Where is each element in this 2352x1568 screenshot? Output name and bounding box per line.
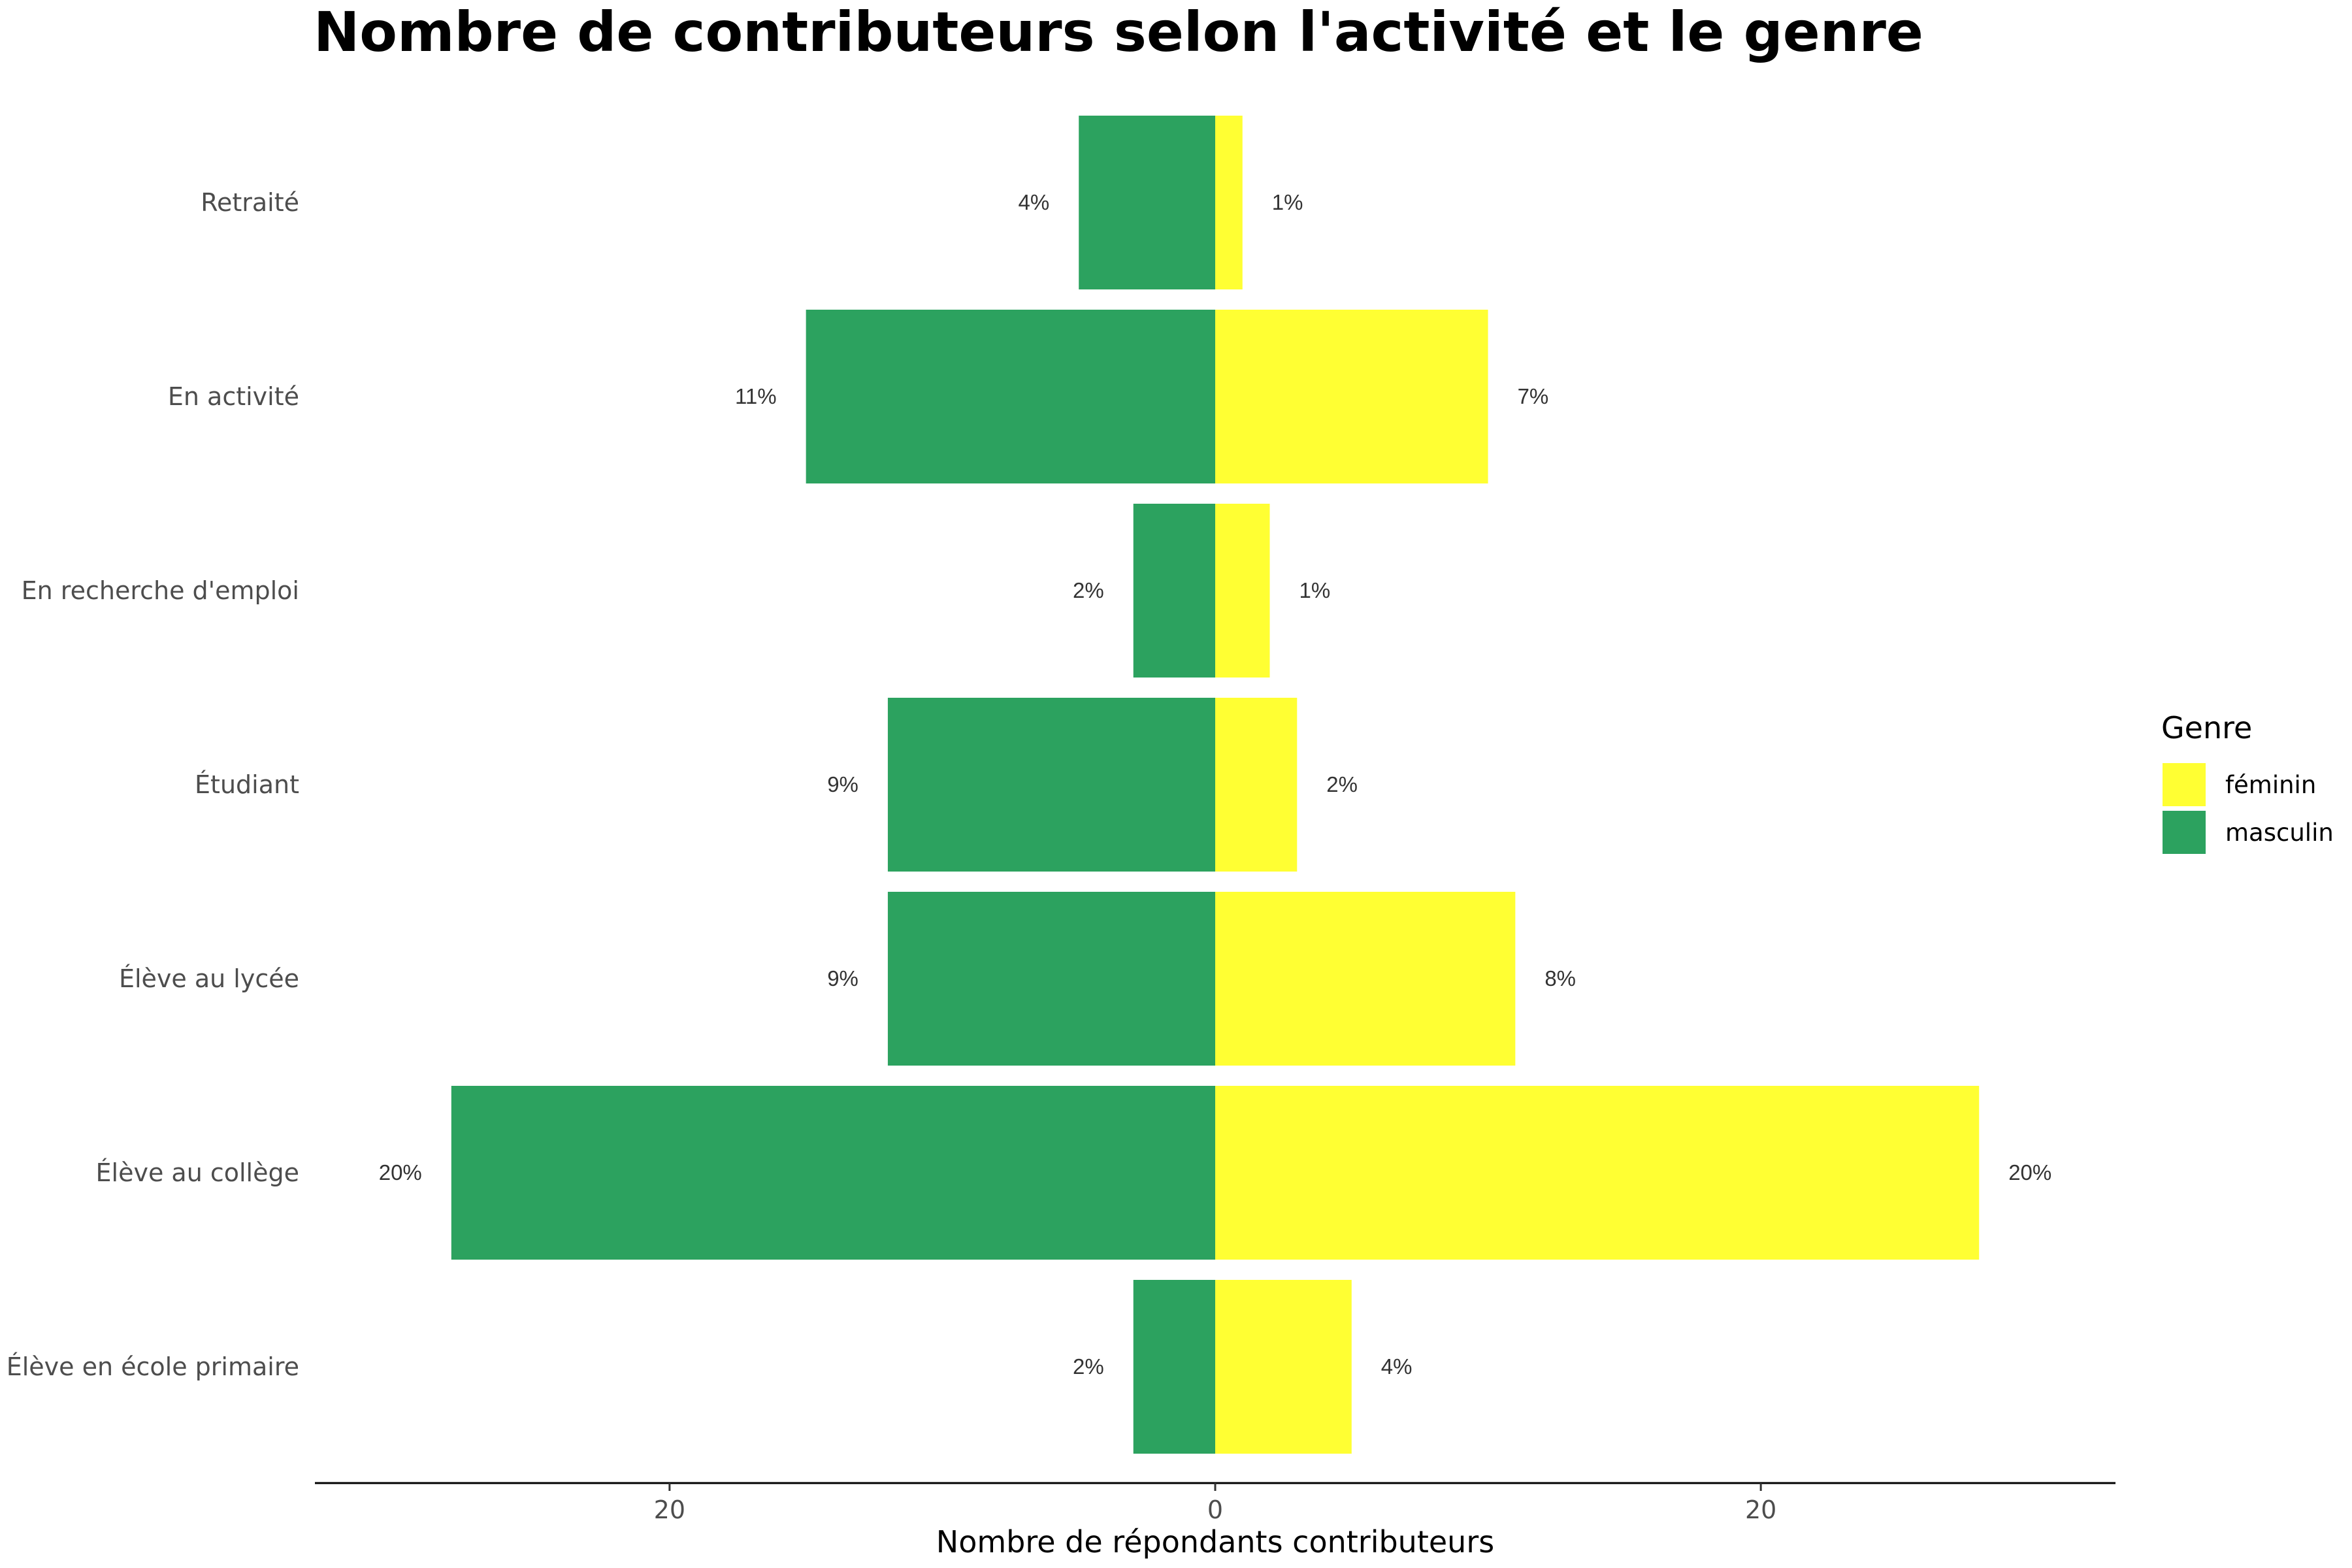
bar-masculin-eleve-en-ecole-primaire	[1133, 1280, 1215, 1454]
bar-féminin-eleve-au-lycee	[1215, 892, 1516, 1066]
bar-masculin-eleve-au-college	[451, 1086, 1216, 1260]
category-label-eleve-en-ecole-primaire: Élève en école primaire	[7, 1352, 299, 1381]
x-tick-label: 0	[1207, 1495, 1223, 1524]
legend-key-féminin	[2163, 763, 2206, 806]
data-label-masculin-eleve-en-ecole-primaire: 2%	[1073, 1354, 1104, 1379]
data-label-féminin-eleve-au-college: 20%	[2008, 1160, 2051, 1184]
data-label-masculin-retraite: 4%	[1019, 190, 1050, 214]
bar-féminin-retraite	[1215, 116, 1243, 289]
x-tick-label: 20	[1745, 1495, 1776, 1524]
legend-title: Genre	[2161, 710, 2252, 745]
legend: Genre féminin masculin	[2161, 710, 2334, 854]
category-label-en-activite: En activité	[168, 382, 299, 411]
chart-title: Nombre de contributeurs selon l'activité…	[314, 0, 1923, 64]
bar-féminin-eleve-au-college	[1215, 1086, 1980, 1260]
data-label-féminin-en-recherche-d-emploi: 1%	[1299, 578, 1331, 602]
data-label-masculin-etudiant: 9%	[827, 772, 858, 796]
category-label-etudiant: Étudiant	[195, 770, 299, 799]
bar-masculin-eleve-au-lycee	[887, 892, 1215, 1066]
data-label-masculin-en-recherche-d-emploi: 2%	[1073, 578, 1104, 602]
category-labels-group: Retraité En activité En recherche d'emploi…	[7, 188, 299, 1381]
category-label-eleve-au-college: Élève au collège	[96, 1158, 299, 1187]
data-label-féminin-eleve-au-lycee: 8%	[1544, 966, 1576, 990]
legend-label-féminin: féminin	[2225, 771, 2316, 799]
bar-labels-group: 4% 1% 11% 7% 2% 1% 9% 2% 9% 8% 20% 20% 2% 4%	[379, 190, 2052, 1379]
bars-group	[451, 116, 1980, 1454]
category-label-en-recherche-d-emploi: En recherche d'emploi	[22, 576, 299, 605]
data-label-masculin-eleve-au-college: 20%	[379, 1160, 422, 1184]
data-label-féminin-retraite: 1%	[1272, 190, 1303, 214]
bar-féminin-en-recherche-d-emploi	[1215, 504, 1270, 678]
bar-masculin-etudiant	[887, 698, 1215, 872]
legend-key-masculin	[2163, 811, 2206, 854]
x-tick-label: 20	[654, 1495, 685, 1524]
bar-masculin-en-recherche-d-emploi	[1133, 504, 1215, 678]
category-label-retraite: Retraité	[201, 188, 299, 217]
bar-masculin-en-activite	[806, 310, 1215, 483]
data-label-féminin-en-activite: 7%	[1518, 384, 1549, 408]
x-ticks-group: 20 0 20	[654, 1483, 1776, 1524]
bar-masculin-retraite	[1079, 116, 1215, 289]
data-label-masculin-en-activite: 11%	[735, 384, 777, 408]
bar-féminin-etudiant	[1215, 698, 1298, 872]
legend-label-masculin: masculin	[2225, 819, 2334, 847]
data-label-masculin-eleve-au-lycee: 9%	[827, 966, 858, 990]
data-label-féminin-eleve-en-ecole-primaire: 4%	[1381, 1354, 1413, 1379]
x-axis-title: Nombre de répondants contributeurs	[936, 1524, 1494, 1560]
bar-féminin-eleve-en-ecole-primaire	[1215, 1280, 1352, 1454]
bar-féminin-en-activite	[1215, 310, 1488, 483]
data-label-féminin-etudiant: 2%	[1326, 772, 1358, 796]
category-label-eleve-au-lycee: Élève au lycée	[119, 964, 299, 993]
